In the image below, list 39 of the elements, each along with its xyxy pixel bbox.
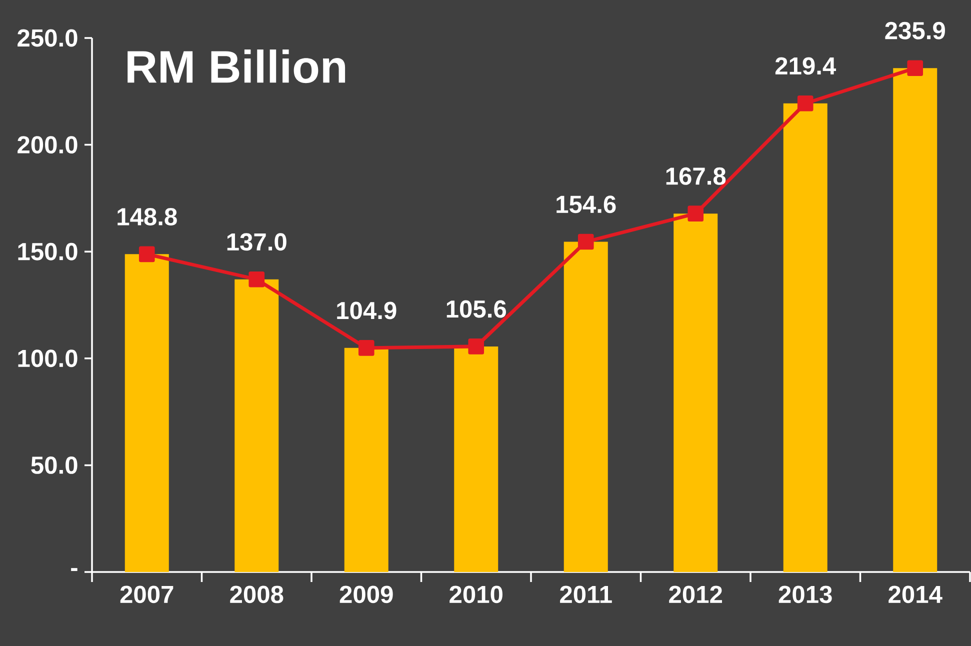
bar <box>124 254 169 572</box>
point <box>907 60 924 76</box>
point <box>688 206 704 222</box>
y-tick-label: - <box>71 568 78 572</box>
x-tick-label: 2007 <box>120 586 174 604</box>
data-label: 148.8 <box>118 208 177 226</box>
y-tick-label: 50.0 <box>31 456 78 474</box>
x-tick-label: 2010 <box>450 586 502 604</box>
data-label: 167.8 <box>666 167 726 185</box>
x-tick-label: 2011 <box>560 586 612 604</box>
x-tick-label: 2013 <box>778 586 832 604</box>
point <box>578 234 594 250</box>
point <box>138 246 155 262</box>
bar <box>344 348 388 572</box>
bar <box>783 103 828 572</box>
x-tick-label: 2012 <box>669 586 722 604</box>
bar <box>234 279 279 572</box>
data-label: 105.6 <box>446 300 506 318</box>
data-label: 104.9 <box>337 302 396 320</box>
x-tick-label: 2009 <box>340 586 393 604</box>
y-tick-label: 150.0 <box>18 242 78 260</box>
bar <box>454 346 498 572</box>
point <box>797 95 814 112</box>
bar <box>893 68 938 572</box>
y-tick-label: 100.0 <box>18 350 78 368</box>
data-label: 137.0 <box>227 233 286 251</box>
x-tick-label: 2008 <box>230 586 284 604</box>
data-label: 235.9 <box>885 22 945 40</box>
data-label: 219.4 <box>775 57 836 75</box>
point <box>248 271 265 288</box>
point <box>358 340 374 356</box>
data-label: 154.6 <box>556 196 616 214</box>
point <box>468 338 484 354</box>
x-tick-label: 2014 <box>888 586 942 604</box>
y-tick-label: 250.0 <box>18 29 78 47</box>
bar <box>674 214 718 572</box>
chart-title: RM Billion <box>128 50 346 84</box>
bar <box>564 242 608 572</box>
y-tick-label: 200.0 <box>18 136 78 154</box>
